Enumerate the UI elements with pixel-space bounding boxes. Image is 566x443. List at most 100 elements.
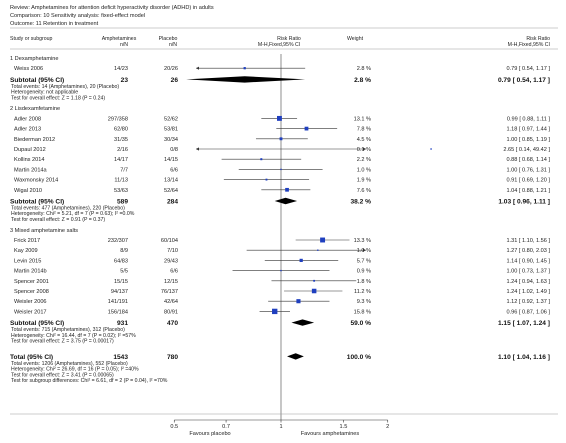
group-2-study-8-amph: 53/63 — [114, 188, 128, 194]
group-2-study-8-weight: 7.6 % — [357, 188, 371, 194]
group-1-subtotal-diamond — [186, 76, 306, 83]
group-2-study-3-weight: 4.5 % — [357, 137, 371, 143]
forest-rows: 1 Dexamphetamine Weiss 2006 14/23 20/26 2.8 … — [10, 54, 550, 420]
group-1-subtotal-label: Subtotal (95% CI) — [10, 77, 64, 84]
group-2-title: 2 Lisdexamfetamine — [10, 106, 60, 112]
col-weight-header: Weight — [347, 36, 364, 42]
group-2-study-8-row: Wigal 2010 53/63 52/64 7.6 % 1.04 [ 0.88, 1.… — [14, 188, 550, 194]
total-note-4: Test for subgroup differences: Chi² = 6.… — [11, 378, 168, 384]
total-row: Total (95% CI) 1543 780 100.0 % 1.10 [ 1.04,… — [10, 353, 550, 361]
group-2-study-4-ci-text: 2.65 [ 0.14, 49.42 ] — [503, 147, 550, 153]
group-2-subtotal-placebo: 284 — [167, 199, 178, 206]
group-2-study-8-point — [285, 187, 289, 192]
group-2-study-1-ci-text: 0.99 [ 0.88, 1.11 ] — [507, 116, 551, 122]
group-2-study-2-name: Adler 2013 — [14, 127, 41, 133]
group-3-study-3-amph: 64/83 — [114, 258, 128, 264]
group-3-study-7-point — [296, 299, 301, 304]
total-ci-text: 1.10 [ 1.04, 1.16 ] — [498, 354, 550, 361]
total-label: Total (95% CI) — [10, 354, 53, 361]
group-2-note-3: Test for overall effect: Z = 0.91 (P = 0… — [11, 217, 105, 223]
group-3-study-3-weight: 5.7 % — [357, 258, 371, 264]
group-2-study-7-row: Waxmonsky 2014 11/13 13/14 1.9 % 0.91 [ 0.69… — [14, 178, 550, 184]
group-2-study-3-row: Biederman 2012 31/35 30/34 4.5 % 1.00 [ 0.85… — [14, 137, 550, 143]
col-amph-header: Amphetamines — [102, 36, 137, 42]
col-rr2-sub-header: M-H,Fixed,95% CI — [508, 42, 550, 48]
group-3-study-2-ci-text: 1.27 [ 0.80, 2.03 ] — [506, 248, 550, 254]
group-1-study-1-row: Weiss 2006 14/23 20/26 2.8 % 0.79 [ 0.54, 1.… — [14, 66, 550, 72]
group-3-study-5-amph: 15/15 — [114, 279, 128, 285]
group-3-study-3-row: Levin 2015 64/83 29/43 5.7 % 1.14 [ 0.90, 1.… — [14, 258, 550, 264]
group-2-study-2-ci-text: 1.18 [ 0.97, 1.44 ] — [506, 127, 550, 133]
group-3-study-8-row: Weisler 2017 156/184 80/91 15.8 % 0.96 [ 0.8… — [14, 308, 550, 315]
group-1-study-1-ci-text: 0.79 [ 0.54, 1.17 ] — [506, 66, 550, 72]
group-2-study-5-ci-text: 0.88 [ 0.68, 1.14 ] — [506, 157, 550, 163]
group-3-study-3-point — [299, 258, 303, 263]
group-2-study-4-name: Dupaul 2012 — [14, 147, 46, 153]
group-2-study-3-name: Biederman 2012 — [14, 137, 55, 143]
group-1-subtotal-weight: 2.8 % — [354, 77, 371, 84]
group-2-study-2-amph: 62/80 — [114, 127, 128, 133]
group-2-study-8-ci-text: 1.04 [ 0.88, 1.21 ] — [506, 188, 550, 194]
group-3-study-7-name: Weisler 2006 — [14, 299, 47, 305]
group-3-study-1-placebo: 60/104 — [161, 238, 178, 244]
group-3-study-4-name: Martin 2014b — [14, 269, 47, 275]
col-rr-sub-header: M-H,Fixed,95% CI — [258, 42, 300, 48]
group-2-subtotal-label: Subtotal (95% CI) — [10, 199, 64, 206]
group-3-study-4-point — [280, 269, 282, 272]
group-1-subtotal-amph: 23 — [121, 77, 129, 84]
group-3-study-8-name: Weisler 2017 — [14, 309, 47, 315]
group-2-study-6-amph: 7/7 — [120, 167, 128, 173]
group-2-study-2-row: Adler 2013 62/80 53/81 7.8 % 1.18 [ 0.97, 1.… — [14, 127, 550, 133]
group-3-study-4-weight: 0.9 % — [357, 269, 371, 275]
x-tick-label-1: 0.5 — [170, 424, 178, 430]
group-2-study-5-amph: 14/17 — [114, 157, 128, 163]
group-2-study-6-weight: 1.0 % — [357, 167, 371, 173]
group-3-subtotal-row: Subtotal (95% CI) 931 470 59.0 % 1.15 [ 1.07… — [10, 319, 550, 327]
group-3-study-8-weight: 15.8 % — [354, 309, 371, 315]
group-3-study-7-ci-text: 1.12 [ 0.92, 1.37 ] — [506, 299, 550, 305]
group-2-study-8-placebo: 52/64 — [164, 188, 178, 194]
group-1-study-1-ci-arrow-left — [196, 66, 199, 70]
group-1-title: 1 Dexamphetamine — [10, 56, 59, 62]
group-3-study-1-weight: 13.3 % — [354, 238, 371, 244]
group-1-note-2: Heterogeneity: not applicable — [11, 90, 78, 96]
group-2-study-3-placebo: 30/34 — [164, 137, 178, 143]
group-3-study-3-name: Levin 2015 — [14, 258, 41, 264]
group-2-study-4-point — [430, 148, 432, 150]
group-3-study-5-placebo: 12/15 — [164, 279, 178, 285]
group-3-study-2-row: Kay 2009 8/9 7/10 1.0 % 1.27 [ 0.80, 2.03 ] — [14, 248, 550, 254]
group-3-study-6-row: Spencer 2008 94/137 76/137 11.2 % 1.24 [ 1.0… — [14, 288, 550, 295]
group-1-study-1-placebo: 20/26 — [164, 66, 178, 72]
group-2-study-6-row: Martin 2014a 7/7 6/6 1.0 % 1.00 [ 0.76, 1.31… — [14, 167, 550, 173]
group-2-study-3-point — [279, 137, 283, 141]
group-3-study-6-name: Spencer 2008 — [14, 289, 49, 295]
x-left-label: Favours placebo — [189, 431, 230, 437]
group-3-subtotal-label: Subtotal (95% CI) — [10, 320, 64, 327]
group-2-study-7-weight: 1.9 % — [357, 178, 371, 184]
group-3-note-2: Heterogeneity: Chi² = 16.44, df = 7 (P =… — [11, 333, 136, 339]
group-3-subtotal-placebo: 470 — [167, 320, 178, 327]
group-1-subtotal-row: Subtotal (95% CI) 23 26 2.8 % 0.79 [ 0.54, 1… — [10, 76, 550, 84]
group-2-study-7-point — [265, 178, 268, 181]
group-3-study-7-weight: 9.3 % — [357, 299, 371, 305]
group-1-subtotal-placebo: 26 — [171, 77, 179, 84]
group-2-study-1-placebo: 52/62 — [164, 116, 178, 122]
group-2-study-2-weight: 7.8 % — [357, 127, 371, 133]
total-note-2: Heterogeneity: Chi² = 26.69, df = 16 (P … — [11, 367, 139, 373]
group-3-study-2-ci-arrow-right — [363, 248, 366, 252]
total-note-1: Total events: 1206 (Amphetamines), 552 (… — [11, 361, 128, 367]
group-2-study-5-point — [260, 158, 263, 161]
group-3-study-6-point — [311, 288, 317, 294]
group-3-study-1-ci-text: 1.31 [ 1.10, 1.56 ] — [506, 238, 550, 244]
group-2-study-6-placebo: 6/6 — [170, 167, 178, 173]
group-3-study-4-amph: 5/5 — [120, 269, 128, 275]
review-title: Review: Amphetamines for attention defic… — [10, 5, 214, 11]
group-2-study-1-row: Adler 2008 297/358 52/62 13.1 % 0.99 [ 0.88,… — [14, 115, 551, 122]
col-placebo-sub-header: n/N — [169, 42, 177, 48]
group-3-study-7-amph: 141/191 — [108, 299, 128, 305]
group-3-note-1: Total events: 715 (Amphetamines), 312 (P… — [11, 327, 125, 333]
group-3-note-3: Test for overall effect: Z = 3.75 (P = 0… — [11, 339, 114, 345]
outcome-title: Outcome: 11 Retention in treatment — [10, 21, 99, 27]
group-2-subtotal-ci-text: 1.03 [ 0.96, 1.11 ] — [498, 199, 550, 206]
